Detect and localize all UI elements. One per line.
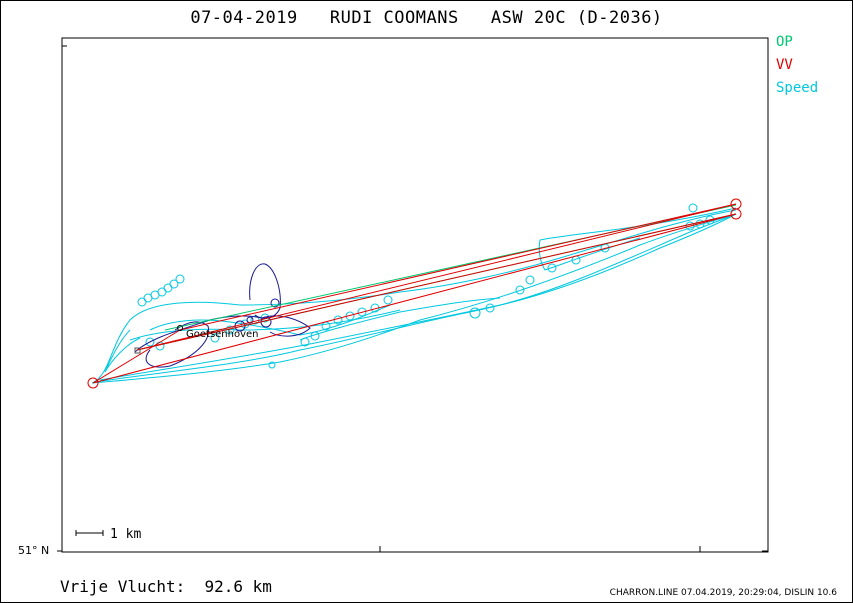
vv-legs — [87, 198, 742, 389]
free-flight-label: Vrije Vlucht: — [60, 577, 186, 596]
scale-bar: 1 km — [75, 527, 141, 542]
legend-speed: Speed — [776, 80, 819, 96]
place-label: Goetsenhoven — [186, 329, 259, 340]
airfield-icon — [177, 325, 183, 331]
axis-ticks — [57, 45, 768, 552]
airfield-markers — [134, 325, 183, 354]
page-title: 07-04-2019 RUDI COOMANS ASW 20C (D-2036) — [190, 8, 663, 28]
speed-track — [91, 203, 737, 384]
map-axes-box — [61, 37, 769, 553]
legend-op: OP — [776, 34, 793, 50]
climb-track — [134, 263, 311, 368]
free-flight-distance: 92.6 km — [204, 577, 272, 596]
start-marker — [134, 347, 141, 354]
footer-info: CHARRON.LINE 07.04.2019, 20:29:04, DISLI… — [609, 588, 837, 598]
legend-vv: VV — [776, 57, 793, 73]
free-flight-summary: Vrije Vlucht: 92.6 km — [60, 577, 272, 596]
latitude-label: 51° N — [18, 544, 50, 557]
scale-label: 1 km — [110, 527, 141, 542]
